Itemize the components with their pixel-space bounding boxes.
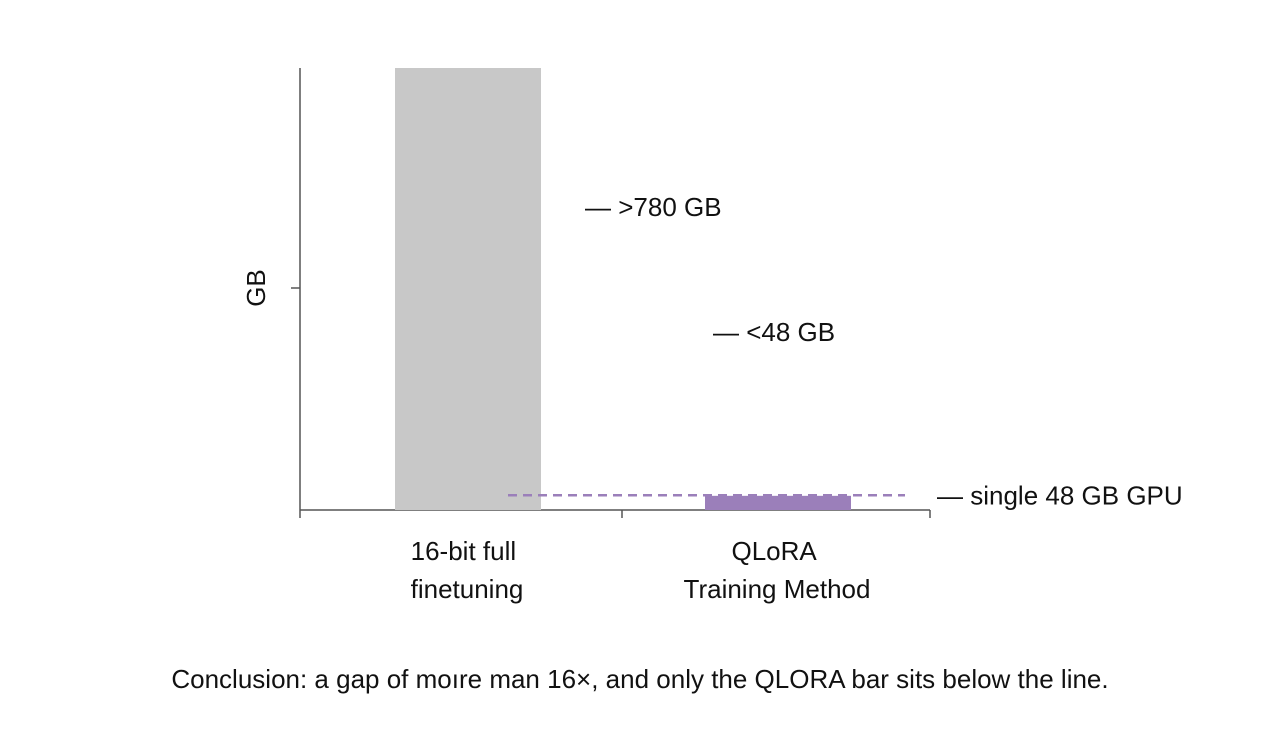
bar-16bit-full-finetuning [395,68,541,510]
category-label-line: 16-bit full [411,536,517,566]
value-label-qlora: — <48 GB [713,317,835,347]
y-axis-label: GB [241,269,271,307]
value-label-full: — >780 GB [585,192,722,222]
category-label-line: Training Method [684,574,871,604]
conclusion-text: Conclusion: a gap of moıre man 16×, and … [171,664,1109,694]
reference-line-label: — single 48 GB GPU [937,480,1183,510]
category-label-qlora: QLoRA Training Method [684,536,871,604]
bar-qlora [705,495,851,510]
category-label-line: QLoRA [731,536,817,566]
category-label-line: finetuning [411,574,524,604]
category-label-full-finetuning: 16-bit full finetuning [411,536,524,604]
chart: GB — >780 GB — <48 GB — single 48 GB GPU… [241,68,1183,604]
